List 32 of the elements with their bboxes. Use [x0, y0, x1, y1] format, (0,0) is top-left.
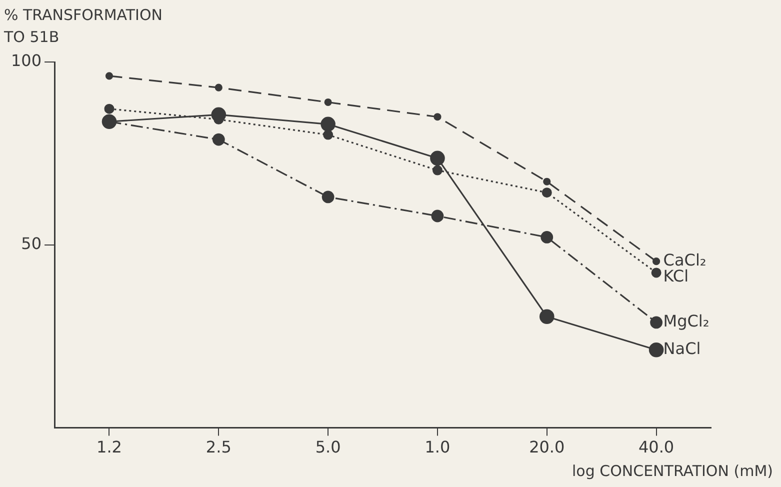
x-tick-label: 1.2 [96, 438, 122, 457]
series-label: NaCl [663, 339, 701, 358]
point [434, 113, 442, 121]
x-tick-label: 1.0 [424, 438, 450, 457]
point [542, 188, 552, 198]
point [104, 104, 114, 114]
point [324, 98, 332, 106]
point [539, 309, 554, 324]
point [322, 190, 334, 204]
point [214, 84, 222, 92]
point [432, 165, 442, 176]
x-axis-title: log CONCENTRATION (mM) [572, 462, 773, 480]
point [430, 150, 445, 166]
point [652, 258, 660, 266]
x-tick-label: 5.0 [315, 438, 341, 457]
point [540, 231, 554, 244]
point [543, 178, 551, 186]
point [105, 72, 114, 80]
y-tick-label: 100 [10, 51, 42, 70]
x-tick-label: 20.0 [529, 438, 565, 457]
point [323, 130, 334, 140]
series-label: MgCl₂ [663, 312, 710, 331]
x-tick-label: 40.0 [638, 438, 674, 457]
y-tick-label: 50 [21, 234, 42, 254]
point [320, 116, 336, 132]
y-axis-title: % TRANSFORMATION TO 51B [4, 5, 164, 48]
point [431, 210, 444, 222]
point [212, 133, 225, 146]
point [648, 342, 664, 358]
point [651, 268, 662, 278]
x-tick-label: 2.5 [206, 438, 232, 457]
point [650, 316, 662, 329]
